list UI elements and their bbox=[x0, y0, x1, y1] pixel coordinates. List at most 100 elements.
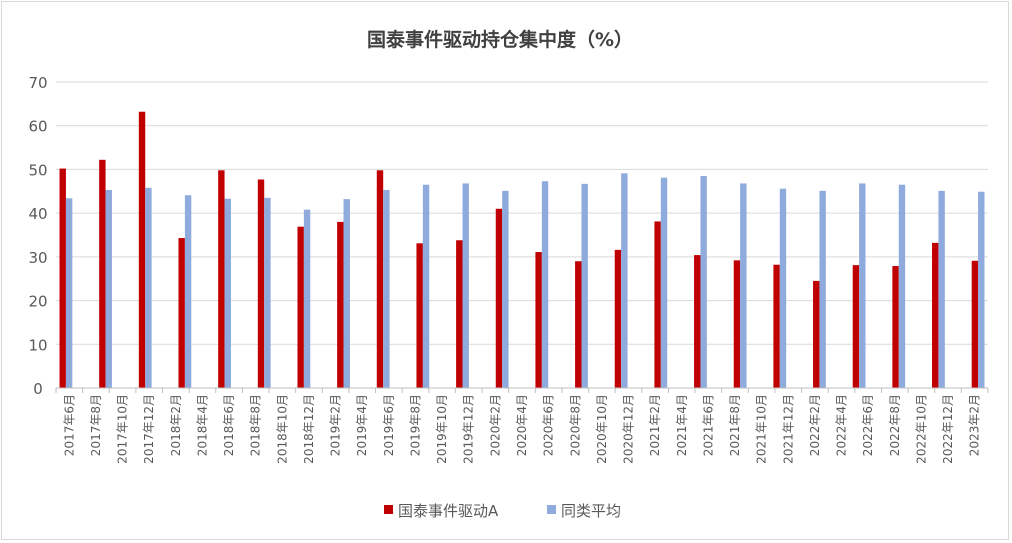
legend-item-peer-average-swatch bbox=[547, 505, 556, 514]
bar-peer-average bbox=[502, 190, 509, 388]
bar-peer-average bbox=[660, 177, 668, 388]
bar-peer-average bbox=[343, 199, 350, 388]
bar-peer-average bbox=[184, 195, 192, 388]
x-tick-label: 2018年4月 bbox=[195, 394, 209, 456]
bar-fund bbox=[257, 179, 265, 388]
bar-fund bbox=[773, 264, 780, 388]
x-axis bbox=[55, 387, 989, 393]
legend-item-peer-average-label: 同类平均 bbox=[561, 502, 621, 520]
bar-peer-average bbox=[462, 183, 469, 388]
bar-peer-average bbox=[65, 198, 73, 388]
x-tick-label: 2021年2月 bbox=[648, 394, 662, 456]
bar-fund bbox=[218, 170, 225, 388]
x-tick-label: 2022年10月 bbox=[914, 394, 928, 464]
x-tick-label: 2021年4月 bbox=[675, 394, 689, 456]
bar-fund bbox=[733, 260, 741, 388]
bar-peer-average bbox=[859, 183, 866, 388]
x-tick-label: 2019年2月 bbox=[329, 394, 343, 456]
bar-peer-average bbox=[541, 181, 549, 388]
x-tick-label: 2022年2月 bbox=[808, 394, 822, 456]
bar-fund bbox=[852, 265, 860, 388]
x-tick-label: 2019年10月 bbox=[435, 394, 449, 464]
x-tick-label: 2020年2月 bbox=[488, 394, 502, 456]
chart-title: 国泰事件驱动持仓集中度（%） bbox=[367, 28, 633, 51]
bar-peer-average bbox=[819, 190, 826, 388]
bar-peer-average bbox=[621, 173, 628, 388]
y-axis-ticks: 0 10 20 30 40 50 60 70 bbox=[28, 74, 47, 398]
bar-peer-average bbox=[224, 198, 231, 388]
bar-fund bbox=[495, 208, 503, 388]
x-tick-label: 2018年10月 bbox=[275, 394, 289, 464]
bar-fund bbox=[654, 221, 661, 388]
bar-fund bbox=[932, 242, 939, 388]
bar-peer-average bbox=[145, 187, 152, 388]
bar-peer-average bbox=[105, 189, 112, 388]
x-tick-label: 2021年6月 bbox=[701, 394, 715, 456]
legend-item-fund-swatch bbox=[384, 505, 393, 514]
x-tick-label: 2020年10月 bbox=[595, 394, 609, 464]
x-tick-label: 2020年4月 bbox=[515, 394, 529, 456]
y-tick-label: 10 bbox=[28, 336, 47, 354]
y-tick-label: 40 bbox=[28, 205, 47, 223]
x-tick-label: 2022年8月 bbox=[888, 394, 902, 456]
x-tick-label: 2021年12月 bbox=[781, 394, 795, 464]
x-tick-label: 2017年8月 bbox=[89, 394, 103, 456]
bar-fund bbox=[59, 168, 66, 388]
y-tick-label: 60 bbox=[28, 118, 47, 136]
y-tick-label: 50 bbox=[28, 161, 47, 179]
x-tick-label: 2019年6月 bbox=[382, 394, 396, 456]
bar-peer-average bbox=[581, 183, 588, 388]
bar-peer-average bbox=[422, 184, 430, 388]
bar-fund bbox=[178, 238, 185, 388]
x-axis-ticks: 2017年6月 2017年8月 2017年10月 2017年12月 2018年2月 201… bbox=[62, 394, 981, 464]
bar-peer-average bbox=[978, 191, 985, 388]
bar-fund bbox=[456, 240, 463, 388]
bar-fund bbox=[297, 226, 304, 388]
x-tick-label: 2017年6月 bbox=[62, 394, 76, 456]
x-tick-label: 2018年6月 bbox=[222, 394, 236, 456]
bars bbox=[59, 111, 985, 388]
bar-peer-average bbox=[779, 188, 787, 388]
y-tick-label: 0 bbox=[33, 380, 43, 398]
bar-fund bbox=[99, 159, 106, 388]
bar-peer-average bbox=[740, 183, 747, 388]
x-tick-label: 2019年8月 bbox=[408, 394, 422, 456]
bar-peer-average bbox=[700, 175, 707, 388]
x-tick-label: 2020年12月 bbox=[622, 394, 636, 464]
x-tick-label: 2017年10月 bbox=[116, 394, 130, 464]
x-tick-label: 2018年8月 bbox=[249, 394, 263, 456]
x-tick-label: 2020年6月 bbox=[542, 394, 556, 456]
x-tick-label: 2021年8月 bbox=[728, 394, 742, 456]
y-tick-label: 20 bbox=[28, 293, 47, 311]
x-tick-label: 2022年12月 bbox=[941, 394, 955, 464]
x-tick-label: 2021年10月 bbox=[755, 394, 769, 464]
legend: 国泰事件驱动A 同类平均 bbox=[384, 502, 621, 520]
bar-peer-average bbox=[898, 184, 906, 388]
bar-peer-average bbox=[264, 197, 271, 388]
y-tick-label: 30 bbox=[28, 249, 47, 267]
x-tick-label: 2020年8月 bbox=[568, 394, 582, 456]
bar-fund bbox=[614, 249, 622, 388]
x-tick-label: 2019年12月 bbox=[462, 394, 476, 464]
y-tick-label: 70 bbox=[28, 74, 47, 92]
bar-fund bbox=[971, 260, 979, 388]
x-tick-label: 2017年12月 bbox=[142, 394, 156, 464]
x-tick-label: 2019年4月 bbox=[355, 394, 369, 456]
bar-fund bbox=[416, 243, 423, 388]
bar-fund bbox=[376, 170, 384, 388]
x-tick-label: 2022年4月 bbox=[835, 394, 849, 456]
bar-fund bbox=[575, 261, 582, 388]
legend-item-fund-label: 国泰事件驱动A bbox=[398, 502, 499, 520]
x-tick-label: 2023年2月 bbox=[968, 394, 982, 456]
x-tick-label: 2022年6月 bbox=[861, 394, 875, 456]
bar-fund bbox=[337, 221, 344, 388]
x-tick-label: 2018年12月 bbox=[302, 394, 316, 464]
bar-fund bbox=[694, 255, 701, 388]
bar-fund bbox=[892, 266, 899, 388]
bar-peer-average bbox=[303, 209, 311, 388]
bar-peer-average bbox=[938, 190, 945, 388]
gridlines bbox=[56, 81, 988, 345]
bar-fund bbox=[138, 111, 146, 388]
x-tick-label: 2018年2月 bbox=[169, 394, 183, 456]
